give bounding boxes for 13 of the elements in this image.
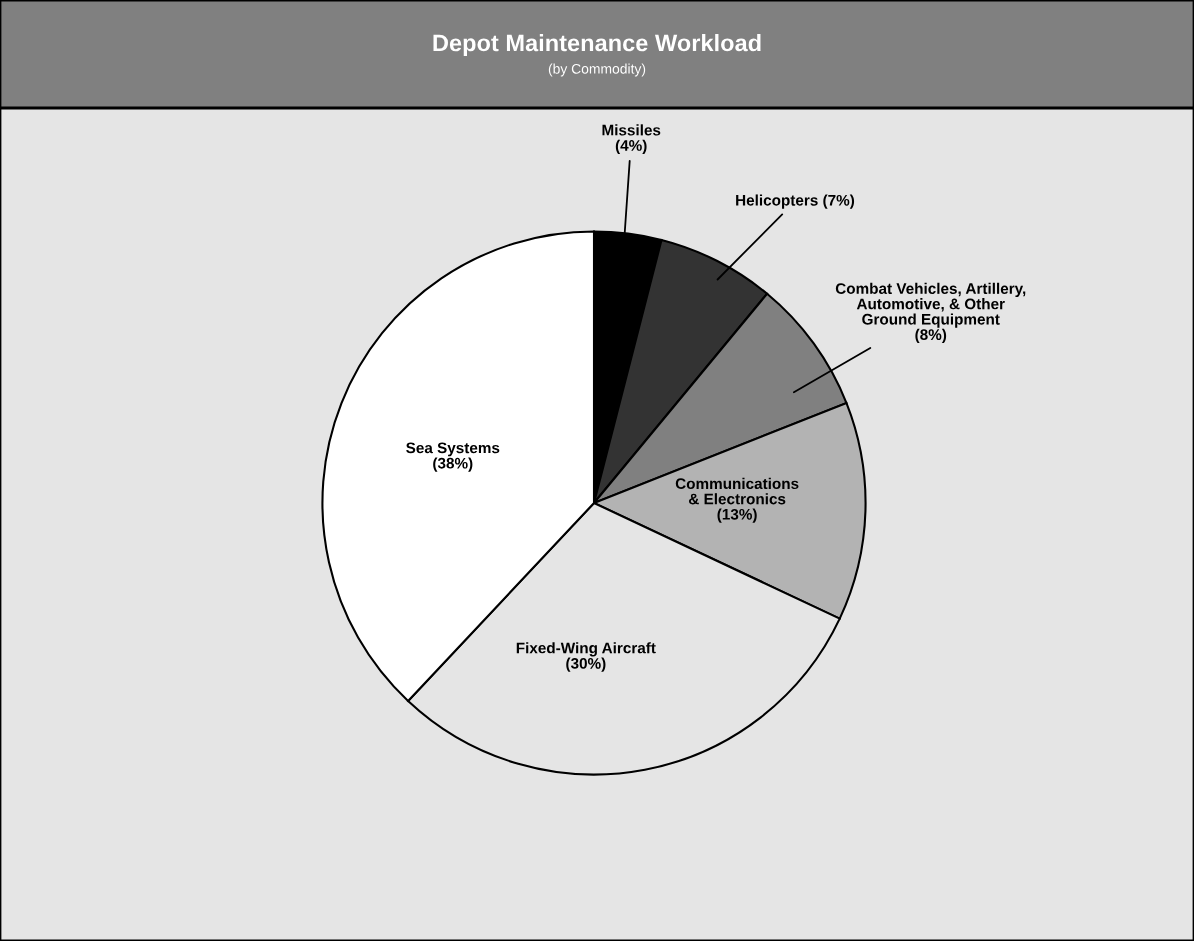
data-label: (8%) [915,328,947,344]
data-label: (13%) [717,508,757,523]
data-label: (38%) [433,457,473,472]
chart-title: Depot Maintenance Workload [433,34,761,56]
slice-label: Fixed-Wing Aircraft [516,642,656,657]
slice-label: Missiles [602,124,661,136]
data-label: (30%) [566,657,606,672]
chart-subtitle: (by Commodity) [548,63,646,77]
slice-label: Communications & Electronics [675,477,799,505]
slice-label: Sea Systems [406,442,500,457]
data-label: (4%) [615,139,647,154]
slice-label: Helicopters (7%) [736,194,855,209]
slice-label: Combat Vehicles, Artillery, Automotive, & Other Ground Equipment [835,282,1026,328]
